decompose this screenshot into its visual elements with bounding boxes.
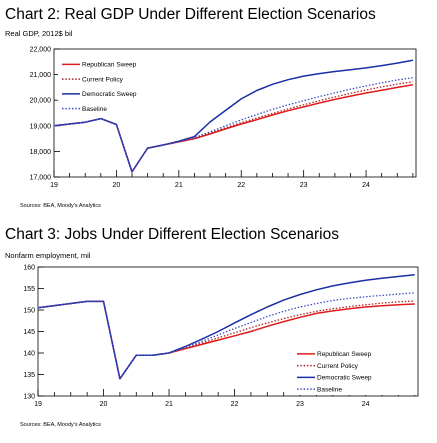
legend-label: Democratic Sweep <box>317 375 372 382</box>
legend-label: Current Policy <box>82 76 124 83</box>
chart3-subtitle: Nonfarm employment, mil <box>5 251 91 260</box>
chart2-source: Sources: BEA, Moody's Analytics <box>20 203 101 209</box>
x-tick-label: 21 <box>165 401 173 408</box>
x-tick-label: 23 <box>296 401 304 408</box>
y-tick-label: 155 <box>23 286 35 293</box>
chart2-subtitle: Real GDP, 2012$ bil <box>5 29 73 38</box>
x-tick-label: 24 <box>362 182 370 189</box>
y-tick-label: 20,000 <box>30 98 52 105</box>
x-tick-label: 22 <box>237 182 245 189</box>
series-line-1 <box>37 300 415 380</box>
y-tick-label: 21,000 <box>30 72 52 79</box>
legend-label: Republican Sweep <box>82 62 137 69</box>
plot-frame <box>53 48 417 178</box>
x-tick-label: 21 <box>175 182 183 189</box>
x-tick-label: 19 <box>34 401 42 408</box>
legend-label: Current Policy <box>317 363 359 370</box>
series-line-2 <box>37 273 415 380</box>
legend-label: Baseline <box>82 106 107 113</box>
y-tick-label: 17,000 <box>30 175 52 182</box>
legend-label: Republican Sweep <box>317 351 372 358</box>
x-tick-label: 23 <box>300 182 308 189</box>
y-tick-label: 145 <box>23 329 35 336</box>
legend-label: Democratic Sweep <box>82 91 137 98</box>
y-tick-label: 140 <box>23 351 35 358</box>
gdp-chart: 17,000 18,000 19,000 20,000 21,000 22,000 19 20… <box>30 47 417 189</box>
y-tick-label: 19,000 <box>30 123 52 130</box>
chart2-title: Chart 2: Real GDP Under Different Electi… <box>5 6 376 23</box>
x-tick-label: 20 <box>100 401 108 408</box>
y-tick-label: 160 <box>23 265 35 272</box>
legend-box <box>293 348 417 395</box>
x-tick-label: 20 <box>113 182 121 189</box>
y-tick-label: 130 <box>23 394 35 401</box>
jobs-chart: 130 135 140 145 150 155 160 19 20 21 22 23 24 Republi… <box>23 265 419 408</box>
legend-box <box>58 57 188 116</box>
chart3-title: Chart 3: Jobs Under Different Election S… <box>5 226 339 243</box>
x-tick-label: 22 <box>231 401 239 408</box>
chart3-source: Sources: BEA, Moody's Analytics <box>20 422 101 428</box>
x-tick-label: 19 <box>50 182 58 189</box>
series-line-2 <box>53 59 414 173</box>
y-tick-label: 150 <box>23 308 35 315</box>
legend-label: Baseline <box>317 386 342 393</box>
y-tick-label: 135 <box>23 372 35 379</box>
x-tick-label: 24 <box>362 401 370 408</box>
y-tick-label: 18,000 <box>30 149 52 156</box>
y-tick-label: 22,000 <box>30 47 52 54</box>
